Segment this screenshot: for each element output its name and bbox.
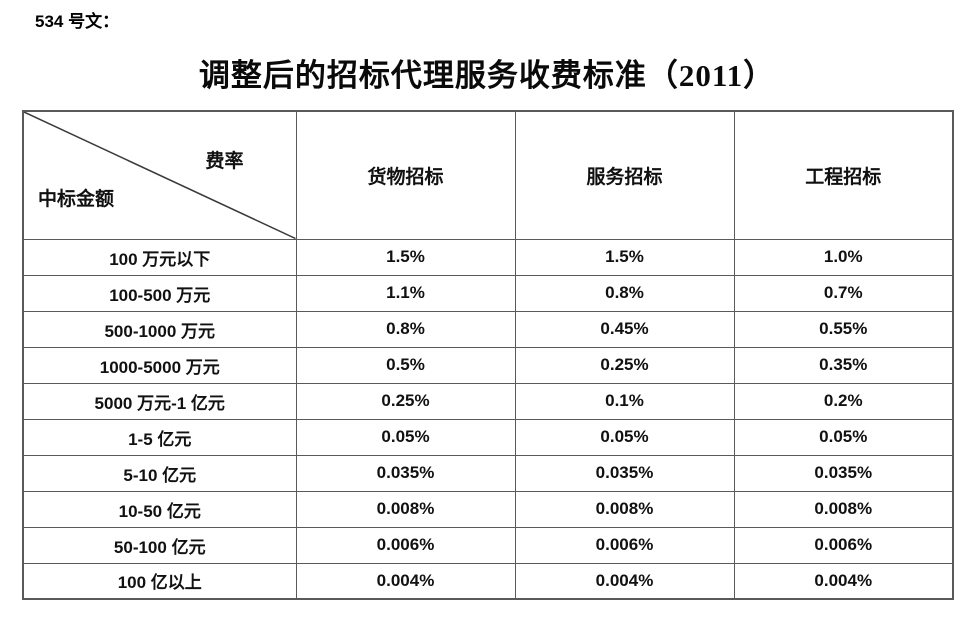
document-ref-label: 534 号文： bbox=[35, 12, 120, 31]
goods-rate-cell: 1.5% bbox=[295, 238, 516, 276]
page-title: 调整后的招标代理服务收费标准（2011） bbox=[198, 58, 776, 93]
goods-rate-cell: 0.006% bbox=[295, 526, 516, 564]
corner-fee-rate-label: 费率 bbox=[205, 151, 244, 172]
engineering-rate-cell: 0.2% bbox=[733, 382, 954, 420]
fee-standard-table: 费率 中标金额 货物招标 服务招标 工程招标 100 万元以下 1.5% 1.5… bbox=[22, 110, 954, 600]
amount-cell: 5000 万元-1 亿元 bbox=[22, 382, 297, 420]
goods-rate-cell: 0.5% bbox=[295, 346, 516, 384]
service-rate-cell: 0.05% bbox=[514, 418, 735, 456]
table-row: 1-5 亿元 0.05% 0.05% 0.05% bbox=[22, 418, 954, 456]
engineering-rate-cell: 0.035% bbox=[733, 454, 954, 492]
table-row: 5000 万元-1 亿元 0.25% 0.1% 0.2% bbox=[22, 382, 954, 420]
service-rate-cell: 0.8% bbox=[514, 274, 735, 312]
service-rate-cell: 0.004% bbox=[514, 562, 735, 600]
engineering-rate-cell: 0.008% bbox=[733, 490, 954, 528]
service-rate-cell: 0.008% bbox=[514, 490, 735, 528]
corner-bid-amount-label: 中标金额 bbox=[38, 188, 115, 210]
engineering-rate-cell: 0.55% bbox=[733, 310, 954, 348]
goods-rate-cell: 0.05% bbox=[295, 418, 516, 456]
service-rate-cell: 0.1% bbox=[514, 382, 735, 420]
table-row: 50-100 亿元 0.006% 0.006% 0.006% bbox=[22, 526, 954, 564]
engineering-rate-cell: 0.006% bbox=[733, 526, 954, 564]
table-row: 5-10 亿元 0.035% 0.035% 0.035% bbox=[22, 454, 954, 492]
amount-cell: 50-100 亿元 bbox=[22, 526, 297, 564]
corner-header-cell: 费率 中标金额 bbox=[22, 110, 297, 240]
amount-cell: 100-500 万元 bbox=[22, 274, 297, 312]
service-rate-cell: 0.035% bbox=[514, 454, 735, 492]
amount-cell: 1-5 亿元 bbox=[22, 418, 297, 456]
service-rate-cell: 1.5% bbox=[514, 238, 735, 276]
engineering-rate-cell: 0.7% bbox=[733, 274, 954, 312]
goods-rate-cell: 0.8% bbox=[295, 310, 516, 348]
service-rate-cell: 0.25% bbox=[514, 346, 735, 384]
table-row: 1000-5000 万元 0.5% 0.25% 0.35% bbox=[22, 346, 954, 384]
column-header-service: 服务招标 bbox=[514, 110, 735, 240]
table-row: 10-50 亿元 0.008% 0.008% 0.008% bbox=[22, 490, 954, 528]
goods-rate-cell: 0.008% bbox=[295, 490, 516, 528]
column-header-engineering: 工程招标 bbox=[733, 110, 954, 240]
column-header-goods: 货物招标 bbox=[295, 110, 516, 240]
goods-rate-cell: 1.1% bbox=[295, 274, 516, 312]
table-row: 100-500 万元 1.1% 0.8% 0.7% bbox=[22, 274, 954, 312]
diagonal-line bbox=[24, 112, 296, 239]
amount-cell: 1000-5000 万元 bbox=[22, 346, 297, 384]
engineering-rate-cell: 0.35% bbox=[733, 346, 954, 384]
goods-rate-cell: 0.035% bbox=[295, 454, 516, 492]
service-rate-cell: 0.006% bbox=[514, 526, 735, 564]
amount-cell: 500-1000 万元 bbox=[22, 310, 297, 348]
amount-cell: 5-10 亿元 bbox=[22, 454, 297, 492]
engineering-rate-cell: 0.004% bbox=[733, 562, 954, 600]
engineering-rate-cell: 0.05% bbox=[733, 418, 954, 456]
goods-rate-cell: 0.25% bbox=[295, 382, 516, 420]
table-row: 500-1000 万元 0.8% 0.45% 0.55% bbox=[22, 310, 954, 348]
table-header-row: 费率 中标金额 货物招标 服务招标 工程招标 bbox=[22, 110, 954, 240]
amount-cell: 100 万元以下 bbox=[22, 238, 297, 276]
table-row: 100 亿以上 0.004% 0.004% 0.004% bbox=[22, 562, 954, 600]
amount-cell: 100 亿以上 bbox=[22, 562, 297, 600]
table-row: 100 万元以下 1.5% 1.5% 1.0% bbox=[22, 238, 954, 276]
goods-rate-cell: 0.004% bbox=[295, 562, 516, 600]
amount-cell: 10-50 亿元 bbox=[22, 490, 297, 528]
engineering-rate-cell: 1.0% bbox=[733, 238, 954, 276]
service-rate-cell: 0.45% bbox=[514, 310, 735, 348]
